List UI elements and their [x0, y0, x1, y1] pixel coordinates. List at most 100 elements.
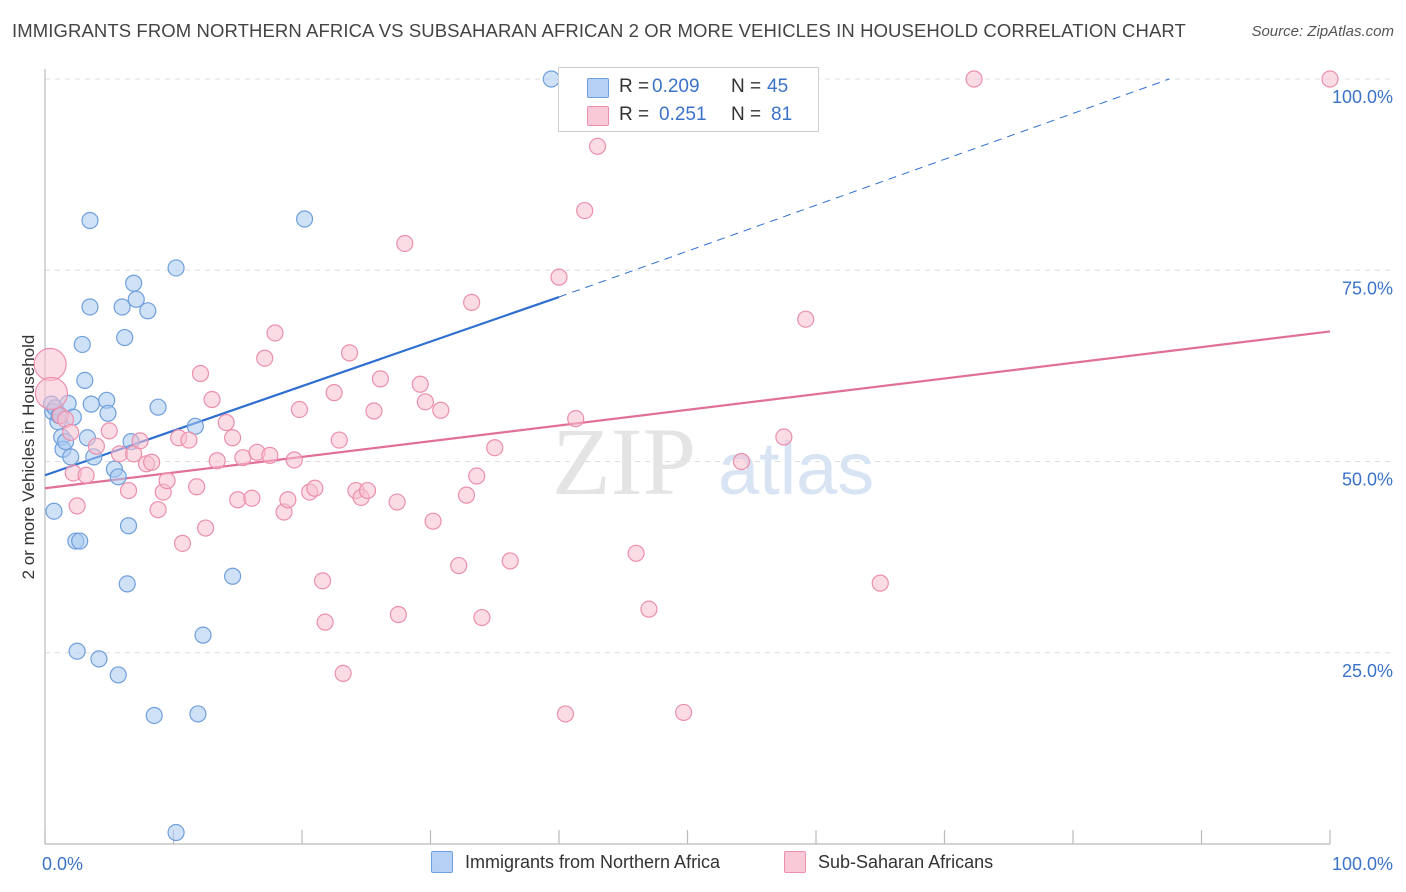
point-subsaharan: [217, 413, 235, 432]
point-subsaharan: [330, 431, 348, 449]
point-subsaharan: [158, 472, 176, 490]
point-northern-africa: [99, 404, 117, 422]
chart-title: IMMIGRANTS FROM NORTHERN AFRICA VS SUBSA…: [12, 20, 1186, 41]
point-northern-africa: [71, 532, 89, 550]
point-subsaharan: [424, 512, 442, 530]
point-subsaharan: [468, 467, 486, 485]
n-value: 81: [771, 104, 793, 125]
point-subsaharan: [501, 552, 519, 570]
point-subsaharan: [416, 393, 434, 411]
point-subsaharan: [473, 608, 491, 627]
legend-item-northern-africa[interactable]: Immigrants from Northern Africa: [431, 851, 720, 873]
point-subsaharan: [588, 137, 607, 155]
point-subsaharan: [389, 605, 407, 624]
point-northern-africa: [113, 298, 131, 316]
point-northern-africa: [68, 642, 86, 660]
point-subsaharan: [131, 432, 149, 450]
point-subsaharan: [396, 234, 414, 253]
point-subsaharan: [1321, 70, 1339, 88]
y-axis-label: 2 or more Vehicles in Household: [19, 335, 38, 580]
y-tick-label: 100.0%: [1332, 87, 1393, 107]
legend-label: Sub-Saharan Africans: [818, 851, 994, 872]
point-subsaharan: [365, 402, 383, 420]
point-northern-africa: [82, 395, 100, 413]
point-northern-africa: [118, 575, 136, 593]
legend-item-subsaharan[interactable]: Sub-Saharan Africans: [784, 851, 993, 873]
point-subsaharan: [463, 293, 481, 311]
point-northern-africa: [119, 517, 138, 535]
r-label: R =: [619, 104, 650, 125]
point-subsaharan: [188, 478, 206, 496]
point-northern-africa: [109, 666, 127, 684]
point-subsaharan: [486, 439, 504, 457]
corr-swatch-blue: [587, 78, 609, 98]
point-subsaharan: [208, 452, 226, 470]
point-subsaharan: [87, 437, 106, 455]
point-subsaharan: [732, 452, 751, 471]
r-value: 0.251: [659, 104, 707, 125]
point-northern-africa: [116, 328, 134, 347]
point-subsaharan: [203, 390, 221, 409]
point-subsaharan: [388, 493, 406, 511]
point-northern-africa: [295, 210, 314, 228]
point-subsaharan: [180, 431, 198, 449]
point-northern-africa: [542, 70, 560, 88]
point-subsaharan: [358, 481, 377, 500]
point-subsaharan: [224, 429, 242, 447]
point-northern-africa: [149, 398, 167, 416]
point-subsaharan: [306, 479, 324, 497]
point-subsaharan: [450, 556, 468, 575]
point-subsaharan: [550, 268, 568, 286]
point-subsaharan: [775, 428, 793, 446]
point-subsaharan: [100, 422, 118, 440]
corr-row-northern-africa: R = 0.209 N = 45: [559, 72, 818, 102]
correlation-legend: R = 0.209 N = 45 R = 0.251 N = 81: [558, 67, 819, 132]
point-subsaharan: [334, 664, 352, 683]
y-tick-label: 75.0%: [1342, 278, 1393, 298]
point-northern-africa: [76, 371, 94, 390]
point-northern-africa: [125, 274, 143, 292]
point-northern-africa: [194, 626, 212, 644]
point-subsaharan: [243, 489, 261, 507]
point-northern-africa: [145, 706, 163, 725]
legend-swatch-blue: [431, 851, 453, 873]
point-subsaharan: [229, 491, 247, 509]
legend-swatch-pink: [784, 851, 806, 873]
point-subsaharan: [68, 497, 86, 515]
point-subsaharan: [871, 574, 889, 592]
x-tick-label: 0.0%: [42, 854, 83, 874]
point-subsaharan: [457, 486, 476, 504]
y-tick-label: 25.0%: [1342, 661, 1393, 681]
watermark: ZIP atlas: [552, 408, 874, 515]
trend-line-subsaharan: [44, 330, 1331, 490]
point-subsaharan: [797, 310, 815, 328]
y-tick-label: 50.0%: [1342, 470, 1393, 490]
corr-row-subsaharan: R = 0.251 N = 81: [559, 100, 818, 130]
x-tick-label: 100.0%: [1332, 854, 1393, 874]
point-subsaharan: [576, 201, 594, 220]
point-subsaharan: [567, 410, 585, 428]
point-northern-africa: [90, 650, 108, 668]
point-subsaharan: [197, 519, 215, 537]
point-subsaharan: [290, 400, 309, 419]
grid-lines: [45, 78, 1395, 654]
point-subsaharan: [77, 466, 95, 484]
point-subsaharan: [256, 349, 274, 367]
point-northern-africa: [186, 417, 204, 435]
point-subsaharan: [119, 481, 138, 500]
point-subsaharan: [261, 446, 279, 464]
point-northern-africa: [224, 567, 242, 585]
point-subsaharan: [34, 376, 69, 411]
point-northern-africa: [127, 290, 145, 308]
point-northern-africa: [45, 502, 63, 520]
tick-labels: 25.0% 50.0% 75.0% 100.0% 0.0% 100.0%: [42, 87, 1393, 874]
axes: [44, 69, 1331, 845]
point-subsaharan: [149, 501, 167, 519]
point-subsaharan: [325, 384, 343, 402]
point-subsaharan: [340, 344, 359, 362]
point-subsaharan: [675, 703, 693, 722]
point-subsaharan: [33, 347, 67, 381]
point-subsaharan: [279, 491, 297, 509]
point-northern-africa: [139, 302, 157, 320]
legend-label: Immigrants from Northern Africa: [465, 851, 721, 872]
